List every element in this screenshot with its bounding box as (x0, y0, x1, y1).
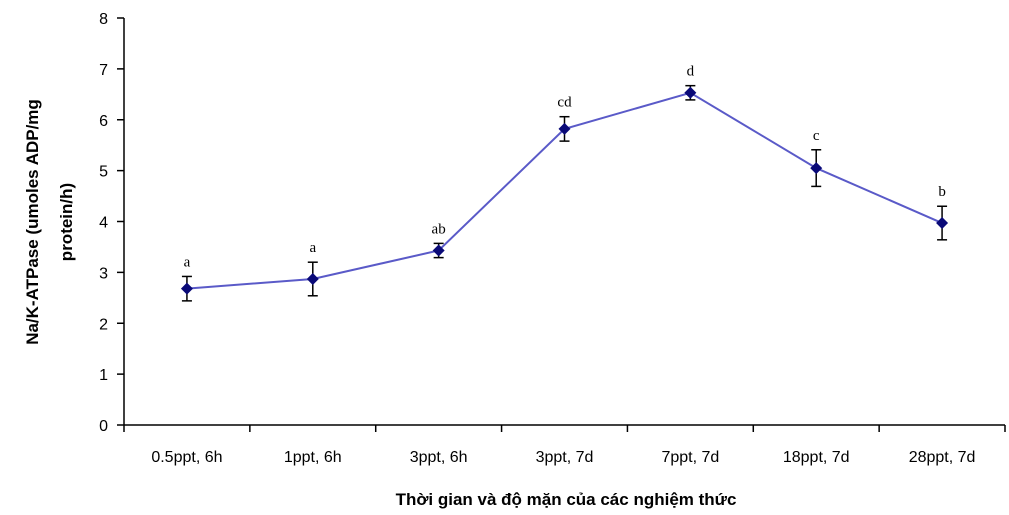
data-point (810, 162, 823, 175)
y-tick-label: 1 (99, 367, 108, 384)
y-tick-label: 5 (99, 164, 108, 181)
data-labels: a a ab cd d c b (184, 64, 946, 271)
data-label: ab (432, 221, 446, 237)
y-tick-label: 0 (99, 418, 108, 435)
x-ticks: 0.5ppt, 6h 1ppt, 6h 3ppt, 6h 3ppt, 7d 7ppt, … (123, 425, 1006, 466)
data-point (306, 272, 319, 285)
data-label: cd (557, 95, 572, 111)
data-point (558, 122, 571, 135)
data-label: b (938, 184, 946, 200)
x-tick-label: 18ppt, 7d (783, 449, 850, 466)
x-axis-title: Thời gian và độ mặn của các nghiệm thức (396, 490, 737, 509)
data-label: a (309, 240, 316, 256)
error-bars (181, 84, 948, 302)
data-label: d (687, 64, 695, 80)
x-tick-label: 3ppt, 7d (536, 449, 594, 466)
x-tick-label: 28ppt, 7d (909, 449, 976, 466)
y-tick-label: 4 (99, 215, 108, 232)
plot-area: 0 1 2 3 4 5 6 7 8 0.5ppt, 6h 1ppt, 6h 3ppt, 6h 3ppt… (99, 11, 1006, 466)
data-label: c (813, 128, 820, 144)
data-point (180, 282, 193, 295)
y-ticks: 0 1 2 3 4 5 6 7 8 (99, 11, 124, 435)
x-tick-label: 1ppt, 6h (284, 449, 342, 466)
data-point (936, 217, 949, 230)
y-axis-title-line1: Na/K-ATPase (umoles ADP/mg (23, 99, 42, 345)
x-tick-label: 3ppt, 6h (410, 449, 468, 466)
data-markers (180, 86, 949, 295)
data-point (684, 86, 697, 99)
data-point (432, 244, 445, 257)
y-tick-label: 8 (99, 11, 108, 28)
x-tick-label: 7ppt, 7d (661, 449, 719, 466)
x-tick-label: 0.5ppt, 6h (151, 449, 222, 466)
y-tick-label: 7 (99, 62, 108, 79)
y-axis-title-line2: protein/h) (57, 183, 76, 261)
y-tick-label: 6 (99, 113, 108, 130)
data-label: a (184, 254, 191, 270)
y-axis-title: Na/K-ATPase (umoles ADP/mg protein/h) (23, 99, 76, 345)
y-tick-label: 2 (99, 316, 108, 333)
y-tick-label: 3 (99, 265, 108, 282)
